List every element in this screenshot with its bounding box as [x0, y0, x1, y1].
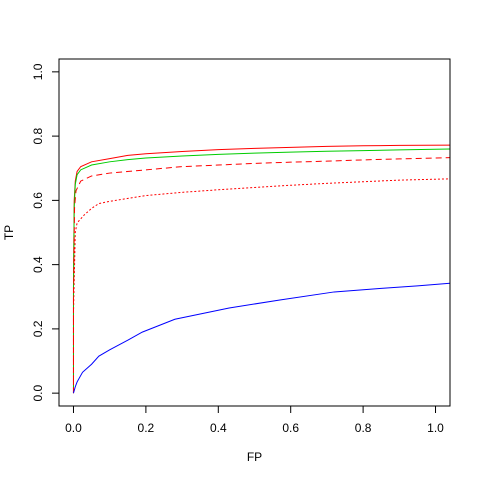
y-tick-label: 0.0: [31, 384, 45, 401]
y-axis-label: TP: [2, 225, 16, 240]
x-tick-label: 0.2: [138, 421, 155, 435]
series-line-4: [72, 178, 451, 394]
x-tick-label: 1.0: [427, 421, 444, 435]
y-tick-label: 0.2: [31, 320, 45, 337]
y-axis: 0.0 0.2 0.4 0.6 0.8 1.0: [31, 63, 60, 401]
y-tick-label: 0.6: [31, 192, 45, 209]
series-line-5: [72, 282, 451, 394]
y-tick-label: 1.0: [31, 63, 45, 80]
series-line-2: [72, 148, 451, 394]
x-tick-label: 0.4: [210, 421, 227, 435]
x-tick-label: 0.8: [355, 421, 372, 435]
x-axis: 0.0 0.2 0.4 0.6 0.8 1.0: [65, 405, 444, 435]
y-tick-label: 0.4: [31, 256, 45, 273]
x-tick-label: 0.0: [65, 421, 82, 435]
x-tick-label: 0.6: [282, 421, 299, 435]
x-axis-label: FP: [247, 450, 262, 464]
series-layer: [72, 144, 451, 394]
series-line-3: [72, 157, 451, 394]
y-tick-label: 0.8: [31, 127, 45, 144]
